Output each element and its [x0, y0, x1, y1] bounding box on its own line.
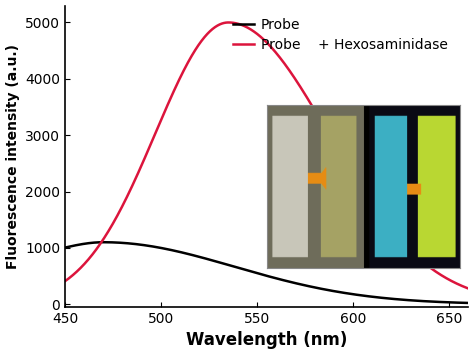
Y-axis label: Fluorescence intensity (a.u.): Fluorescence intensity (a.u.)	[6, 44, 19, 269]
X-axis label: Wavelength (nm): Wavelength (nm)	[186, 332, 347, 349]
Legend: Probe, Probe    + Hexosaminidase: Probe, Probe + Hexosaminidase	[228, 12, 454, 57]
